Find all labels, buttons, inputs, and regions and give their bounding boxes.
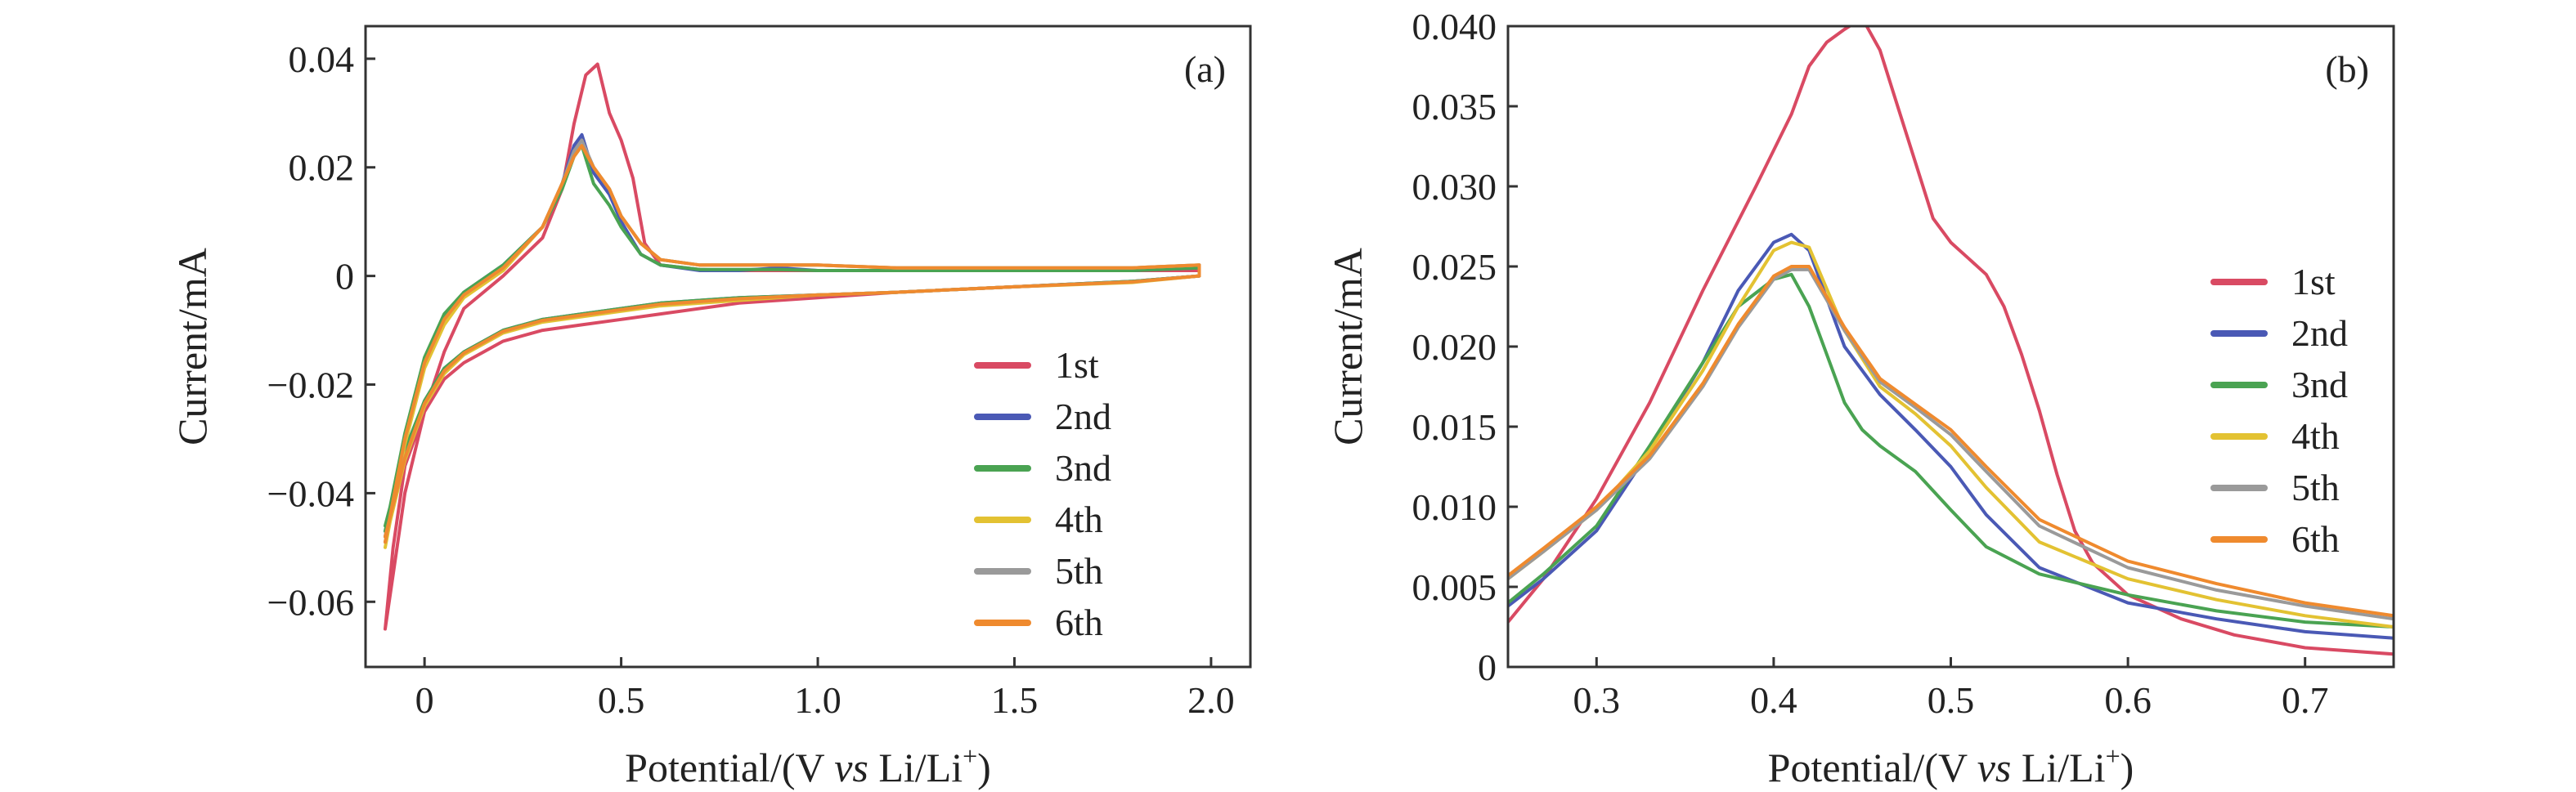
series-group-b — [1508, 26, 2394, 656]
x-tick-label-b-4: 0.7 — [2282, 679, 2329, 721]
series-line-3nd-b — [1508, 272, 2394, 629]
series-group-a — [384, 62, 1201, 631]
legend-label-3nd-a: 3nd — [1055, 447, 1111, 489]
y-tick-label-b-6: 0.010 — [1412, 486, 1497, 528]
x-tick-label-b-2: 0.5 — [1928, 679, 1975, 721]
legend-label-4th-b: 4th — [2291, 415, 2340, 457]
legend-label-3nd-b: 3nd — [2291, 364, 2348, 405]
y-tick-label-b-7: 0.005 — [1412, 566, 1497, 608]
x-tick-label-a-1: 0.5 — [598, 679, 645, 721]
y-tick-label-b-4: 0.020 — [1412, 326, 1497, 368]
y-tick-label-a-5: −0.06 — [267, 581, 354, 623]
legend-label-1st-b: 1st — [2291, 261, 2336, 302]
chart-panel-b: 0.3 0.4 0.5 0.6 0.7 0.040 0.035 0.030 0.025 0.020… — [1325, 6, 2395, 790]
x-axis-label-a: Potential/(V vs Li/Li+) — [625, 741, 991, 790]
panel-label-b: (b) — [2325, 48, 2369, 90]
x-tick-label-a-4: 2.0 — [1187, 679, 1235, 721]
y-tick-label-a-1: 0.02 — [289, 147, 355, 189]
x-tick-label-a-3: 1.5 — [991, 679, 1039, 721]
y-tick-label-b-1: 0.035 — [1412, 86, 1497, 128]
plot-frame-b — [1506, 25, 2395, 669]
x-tick-label-b-3: 0.6 — [2104, 679, 2152, 721]
legend-label-6th-b: 6th — [2291, 518, 2340, 560]
y-tick-label-a-2: 0 — [335, 256, 354, 298]
y-tick-label-b-3: 0.025 — [1412, 246, 1497, 288]
y-axis-label-a: Current/mA — [169, 248, 215, 445]
series-line-6th-a — [384, 144, 1201, 544]
legend-label-2nd-a: 2nd — [1055, 396, 1111, 437]
x-tick-label-a-2: 1.0 — [794, 679, 841, 721]
legend-label-2nd-b: 2nd — [2291, 312, 2348, 354]
legend-label-5th-a: 5th — [1055, 550, 1103, 592]
plot-frame-a — [364, 25, 1252, 669]
x-tick-label-b-1: 0.4 — [1750, 679, 1797, 721]
panel-label-a: (a) — [1184, 48, 1226, 90]
y-tick-label-b-8: 0 — [1478, 647, 1497, 688]
legend-a: 1st 2nd 3nd 4th 5th 6th — [974, 344, 1111, 643]
legend-label-5th-b: 5th — [2291, 467, 2340, 508]
legend-label-4th-a: 4th — [1055, 499, 1103, 540]
x-tick-label-a-0: 0 — [415, 679, 434, 721]
legend-label-6th-a: 6th — [1055, 602, 1103, 643]
y-axis-label-b: Current/mA — [1325, 248, 1371, 445]
series-line-5th-b — [1508, 267, 2394, 621]
y-tick-label-b-0: 0.040 — [1412, 6, 1497, 47]
y-tick-label-a-0: 0.04 — [289, 38, 355, 80]
y-tick-label-b-2: 0.030 — [1412, 166, 1497, 208]
chart-panel-a: 0 0.5 1.0 1.5 2.0 0.04 0.02 0 −0.02 −0.04 −0.06 Pot… — [169, 25, 1252, 790]
series-line-1st-b — [1508, 26, 2394, 656]
legend-b: 1st 2nd 3nd 4th 5th 6th — [2210, 261, 2348, 560]
legend-label-1st-a: 1st — [1055, 344, 1099, 386]
x-tick-label-b-0: 0.3 — [1573, 679, 1621, 721]
y-tick-label-b-5: 0.015 — [1412, 406, 1497, 448]
series-line-6th-b — [1508, 265, 2394, 618]
y-tick-label-a-3: −0.02 — [267, 365, 354, 406]
y-tick-label-a-4: −0.04 — [267, 472, 354, 514]
x-axis-label-b: Potential/(V vs Li/Li+) — [1768, 741, 2134, 790]
